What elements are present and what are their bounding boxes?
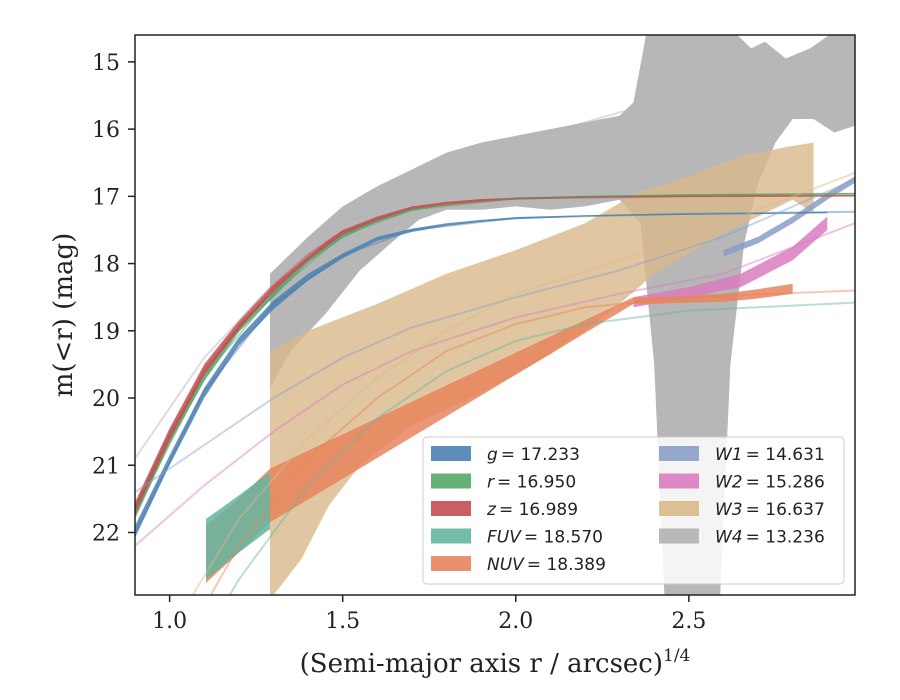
legend-swatch-w2 — [659, 473, 699, 489]
y-tick-label: 19 — [92, 320, 120, 345]
legend-swatch-nuv — [431, 556, 471, 571]
legend-label-fuv: FUV = 18.570 — [487, 528, 603, 548]
model-curve-w1 — [135, 178, 855, 493]
legend-label-w1: W1 = 14.631 — [715, 445, 825, 465]
legend-swatch-w4 — [659, 528, 699, 544]
y-tick-label: 16 — [92, 118, 120, 143]
y-tick-label: 15 — [92, 51, 120, 76]
legend-label-nuv: NUV = 18.389 — [487, 555, 606, 575]
x-tick-label: 2.0 — [498, 609, 533, 634]
y-axis-label: m(<r) (mag) — [49, 233, 79, 398]
x-tick-label: 2.5 — [671, 609, 706, 634]
legend: g = 17.233 r = 16.950 z = 16.989 FUV = 18.570 NU… — [422, 436, 845, 585]
legend-label-r: r = 16.950 — [487, 473, 576, 493]
legend-frame — [422, 436, 845, 585]
model-curves — [135, 74, 855, 595]
legend-swatch-z — [431, 501, 471, 516]
y-axis: 15 16 17 18 19 20 21 22 — [92, 51, 135, 546]
model-curve-r — [135, 192, 855, 513]
y-tick-label: 21 — [92, 454, 120, 479]
legend-label-g: g = 17.233 — [487, 445, 580, 465]
legend-label-w4: W4 = 13.236 — [715, 528, 825, 548]
band-w1 — [723, 176, 855, 257]
y-tick-label: 18 — [92, 253, 120, 278]
legend-swatch-g — [431, 446, 471, 461]
legend-swatch-w1 — [659, 446, 699, 461]
model-curve-w3 — [191, 171, 855, 595]
model-curve-fuv — [228, 301, 855, 595]
legend-swatch-w3 — [659, 501, 699, 516]
legend-label-w3: W3 = 16.637 — [715, 500, 825, 520]
x-axis: 1.0 1.5 2.0 2.5 — [152, 595, 706, 634]
y-tick-label: 20 — [92, 387, 120, 412]
x-tick-label: 1.0 — [152, 609, 187, 634]
band-fuv — [206, 472, 270, 580]
plot-frame — [134, 34, 856, 596]
y-tick-label: 22 — [92, 521, 120, 546]
x-axis-label: (Semi-major axis r / arcsec)1/4 — [300, 646, 691, 679]
y-tick-label: 17 — [92, 185, 120, 210]
model-curve-z — [135, 194, 855, 510]
x-tick-label: 1.5 — [325, 609, 360, 634]
model-curve-w2 — [135, 222, 855, 547]
model-curve-nuv — [209, 289, 855, 595]
band-w3 — [270, 142, 814, 595]
legend-swatch-r — [431, 473, 471, 489]
legend-label-z: z = 16.989 — [486, 500, 578, 520]
x-axis-label-exponent: 1/4 — [663, 646, 690, 666]
model-curve-g — [135, 210, 855, 533]
legend-swatch-fuv — [431, 528, 471, 544]
model-curve-w4 — [135, 74, 855, 460]
legend-label-w2: W2 = 15.286 — [715, 473, 825, 493]
